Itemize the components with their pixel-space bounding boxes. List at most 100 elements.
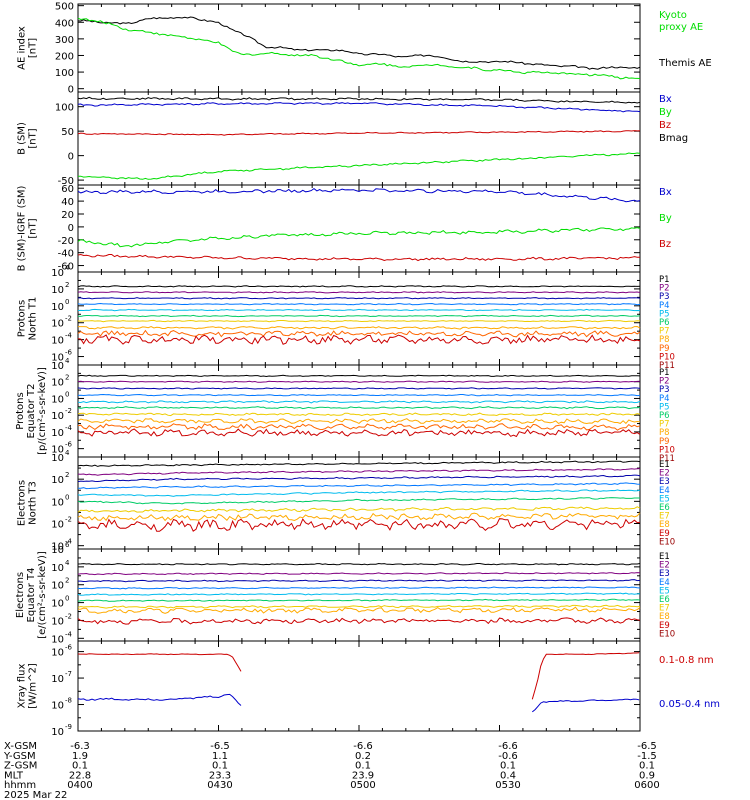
ephemeris-value: -6.5 <box>210 741 230 752</box>
series-line-pN-p10 <box>77 334 641 345</box>
legend-label: P10 <box>659 352 675 362</box>
series-line-xray-0-1-0-8-nm <box>77 653 242 672</box>
series-line-bdiff-bz <box>77 253 640 262</box>
series-line-bdiff-by <box>77 227 641 248</box>
ephemeris-label: Y-GSM <box>3 751 36 762</box>
y-axis-label: [nT] <box>28 128 39 148</box>
legend-label: P8 <box>659 335 670 345</box>
y-tick-label: 20 <box>61 210 74 221</box>
legend-label: P5 <box>659 309 670 319</box>
ephemeris-value: 0530 <box>495 780 520 791</box>
y-tick-label: 10 <box>51 727 64 738</box>
ephemeris-value: 0500 <box>350 780 375 791</box>
legend-label: P4 <box>659 394 670 404</box>
y-tick-label: 10 <box>51 701 64 712</box>
y-tick-exponent: -4 <box>65 538 73 546</box>
legend-label: E9 <box>659 529 670 539</box>
y-axis-label: Protons <box>15 392 26 429</box>
legend-label: P7 <box>659 420 670 430</box>
y-tick-exponent: -4 <box>65 424 73 432</box>
y-axis-label: Electrons <box>17 480 28 526</box>
series-line-xray-0-1-0-8-nm <box>531 652 640 700</box>
y-tick-label: 10 <box>51 581 64 592</box>
y-tick-label: 10 <box>51 268 64 279</box>
legend-label: E4 <box>659 578 670 588</box>
panel-frame-pE <box>77 364 641 458</box>
series-line-eE-e4 <box>77 586 641 590</box>
y-tick-label: 10 <box>51 545 64 556</box>
y-axis-label: B (SM) <box>17 122 28 155</box>
y-tick-label: 10 <box>51 353 64 364</box>
series-line-bsm-bx <box>77 102 641 113</box>
ephemeris-value: 23.3 <box>209 770 231 781</box>
y-tick-label: 10 <box>51 542 64 553</box>
legend-label: E9 <box>659 621 670 631</box>
series-line-pE-p2 <box>77 380 641 383</box>
y-tick-label: 0 <box>68 223 74 234</box>
legend-label: E10 <box>659 629 675 639</box>
series-line-eE-e8 <box>77 606 641 614</box>
y-tick-label: 10 <box>51 336 64 347</box>
y-tick-label: -50 <box>58 176 74 187</box>
legend-label: E8 <box>659 612 670 622</box>
y-tick-label: 10 <box>51 520 64 531</box>
legend-label: Bx <box>659 187 672 198</box>
legend-label: P1 <box>659 275 670 285</box>
series-line-eN-e2 <box>77 468 641 476</box>
legend-label: P1 <box>659 368 670 378</box>
legend-label: P9 <box>659 437 670 447</box>
y-tick-label: 0 <box>68 152 74 163</box>
legend-label: P2 <box>659 377 670 387</box>
series-line-eN-e3 <box>77 474 641 483</box>
ephemeris-value: 0.4 <box>500 770 516 781</box>
legend-label: P11 <box>659 361 675 371</box>
y-tick-label: 10 <box>51 616 64 627</box>
legend-label: E6 <box>659 595 670 605</box>
series-line-pN-p9 <box>77 329 641 338</box>
y-axis-label: [W/m^2] <box>28 663 39 709</box>
series-line-pE-p4 <box>77 393 641 397</box>
y-tick-label: 10 <box>51 411 64 422</box>
y-tick-label: 50 <box>61 127 74 138</box>
ephemeris-value: -6.5 <box>637 741 657 752</box>
y-axis-label: AE index <box>17 26 28 70</box>
ephemeris-value: -6.6 <box>498 741 518 752</box>
series-line-pN-p4 <box>77 302 641 306</box>
y-tick-exponent: -6 <box>65 644 73 652</box>
y-axis-label: Electrons <box>15 572 26 618</box>
legend-label: P3 <box>659 292 670 302</box>
y-tick-exponent: 2 <box>65 471 69 479</box>
series-line-xray-0-05-0-4-nm <box>531 698 640 713</box>
legend-label: 0.1-0.8 nm <box>659 655 714 666</box>
panel-frame-ae <box>77 3 641 93</box>
y-tick-label: 10 <box>51 445 64 456</box>
legend-label: P6 <box>659 318 670 328</box>
y-tick-label: 100 <box>55 68 74 79</box>
series-line-pN-p3 <box>78 297 641 300</box>
legend-label: P6 <box>659 411 670 421</box>
y-tick-label: 10 <box>51 475 64 486</box>
y-tick-exponent: -6 <box>65 349 73 357</box>
y-axis-label: North T3 <box>28 481 39 525</box>
series-line-eN-e9 <box>77 518 641 532</box>
ephemeris-label: MLT <box>4 770 24 781</box>
series-line-ae-kyoto-proxy-ae <box>77 17 641 80</box>
ephemeris-value: 0.2 <box>355 751 371 762</box>
series-line-pN-p2 <box>77 291 641 294</box>
series-line-pN-p1 <box>77 285 641 288</box>
y-tick-label: 500 <box>55 2 74 13</box>
y-axis-label: [nT] <box>28 218 39 238</box>
legend-label: P7 <box>659 327 670 337</box>
y-tick-label: 10 <box>51 378 64 389</box>
y-tick-exponent: 2 <box>65 577 69 585</box>
legend-label: P2 <box>659 284 670 294</box>
y-tick-exponent: -2 <box>65 407 72 415</box>
y-tick-exponent: 0 <box>65 493 69 501</box>
ephemeris-value: 23.9 <box>352 770 374 781</box>
panel-frame-bsm <box>77 91 641 186</box>
series-line-eN-e1 <box>77 460 641 467</box>
series-line-pE-p5 <box>77 400 641 404</box>
series-line-pE-p10 <box>77 428 641 438</box>
series-line-pE-p7 <box>77 412 641 417</box>
y-tick-label: 10 <box>51 302 64 313</box>
